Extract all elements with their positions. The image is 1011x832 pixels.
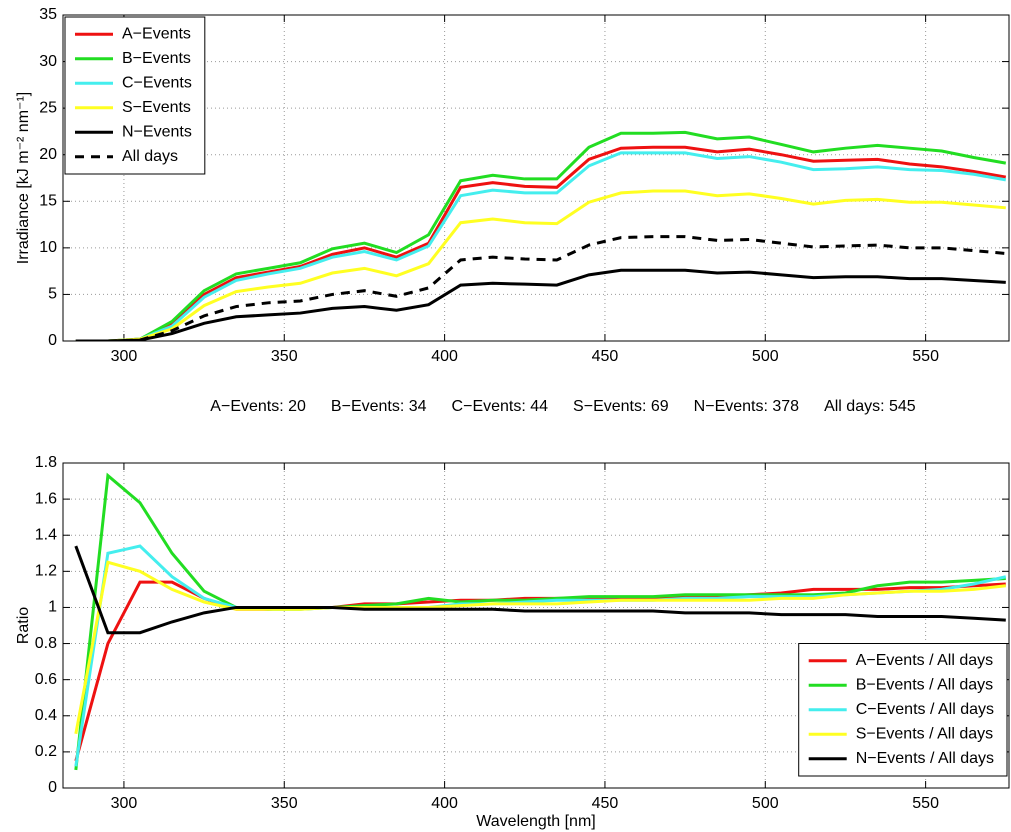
series-line bbox=[75, 235, 1006, 341]
y-tick-label: 0.8 bbox=[35, 635, 57, 652]
legend-label: S−Events / All days bbox=[856, 725, 993, 742]
y-tick-label: 1 bbox=[48, 599, 57, 616]
legend-label: B−Events / All days bbox=[856, 676, 993, 693]
y-tick-label: 30 bbox=[39, 53, 57, 70]
x-tick-label: 400 bbox=[431, 348, 458, 365]
y-tick-label: 0.6 bbox=[35, 671, 57, 688]
y-tick-label: 35 bbox=[39, 6, 57, 23]
legend-label: All days bbox=[122, 148, 178, 165]
y-tick-label: 25 bbox=[39, 99, 57, 116]
y-tick-label: 1.2 bbox=[35, 563, 57, 580]
legend-label: C−Events bbox=[122, 74, 192, 91]
y-tick-label: 1.6 bbox=[35, 490, 57, 507]
series-line bbox=[75, 268, 1006, 341]
x-axis-label: Wavelength [nm] bbox=[476, 813, 595, 830]
legend-label: A−Events / All days bbox=[856, 652, 993, 669]
series-line bbox=[74, 545, 1006, 635]
x-tick-label: 400 bbox=[431, 795, 458, 812]
x-tick-label: 350 bbox=[271, 795, 298, 812]
y-tick-label: 0.2 bbox=[35, 743, 57, 760]
legend-label: B−Events bbox=[122, 50, 191, 67]
annotation: S−Events: 69 bbox=[573, 398, 669, 415]
annotation: C−Events: 44 bbox=[452, 398, 549, 415]
y-tick-label: 0 bbox=[48, 332, 57, 349]
y-tick-label: 5 bbox=[48, 286, 57, 303]
axes-frame bbox=[62, 462, 1010, 789]
legend-label: C−Events / All days bbox=[856, 701, 994, 718]
x-tick-label: 300 bbox=[111, 348, 138, 365]
legend: A−Events B−Events C−Events S−Events N−Events… bbox=[64, 16, 206, 175]
y-tick-label: 1.4 bbox=[35, 526, 57, 543]
legend: A−Events / All days B−Events / All days C−… bbox=[798, 643, 1008, 777]
x-tick-label: 350 bbox=[271, 348, 298, 365]
y-tick-label: 0 bbox=[48, 779, 57, 796]
y-axis-label: Ratio bbox=[15, 607, 32, 644]
legend-label: N−Events bbox=[122, 123, 192, 140]
x-tick-label: 550 bbox=[912, 795, 939, 812]
series-line bbox=[75, 145, 1007, 341]
axes-frame bbox=[62, 14, 1010, 342]
x-tick-label: 500 bbox=[752, 795, 779, 812]
annotation: A−Events: 20 bbox=[210, 398, 306, 415]
legend-label: S−Events bbox=[122, 99, 191, 116]
y-axis-label: Irradiance [kJ m⁻² nm⁻¹] bbox=[15, 92, 32, 264]
legend-box bbox=[64, 16, 206, 175]
x-tick-label: 300 bbox=[111, 795, 138, 812]
series-line bbox=[75, 189, 1006, 341]
series-line bbox=[75, 151, 1007, 341]
legend-label: A−Events bbox=[122, 25, 191, 42]
y-tick-label: 1.8 bbox=[35, 454, 57, 471]
annotation: B−Events: 34 bbox=[331, 398, 427, 415]
x-tick-label: 450 bbox=[592, 795, 619, 812]
y-tick-label: 20 bbox=[39, 146, 57, 163]
annotation: All days: 545 bbox=[824, 398, 916, 415]
x-tick-label: 500 bbox=[752, 348, 779, 365]
y-tick-label: 15 bbox=[39, 193, 57, 210]
legend-label: N−Events / All days bbox=[856, 750, 994, 767]
x-tick-label: 450 bbox=[592, 348, 619, 365]
y-tick-label: 10 bbox=[39, 239, 57, 256]
y-tick-label: 0.4 bbox=[35, 707, 57, 724]
annotation: N−Events: 378 bbox=[694, 398, 800, 415]
series-line bbox=[75, 130, 1007, 341]
x-tick-label: 550 bbox=[912, 348, 939, 365]
